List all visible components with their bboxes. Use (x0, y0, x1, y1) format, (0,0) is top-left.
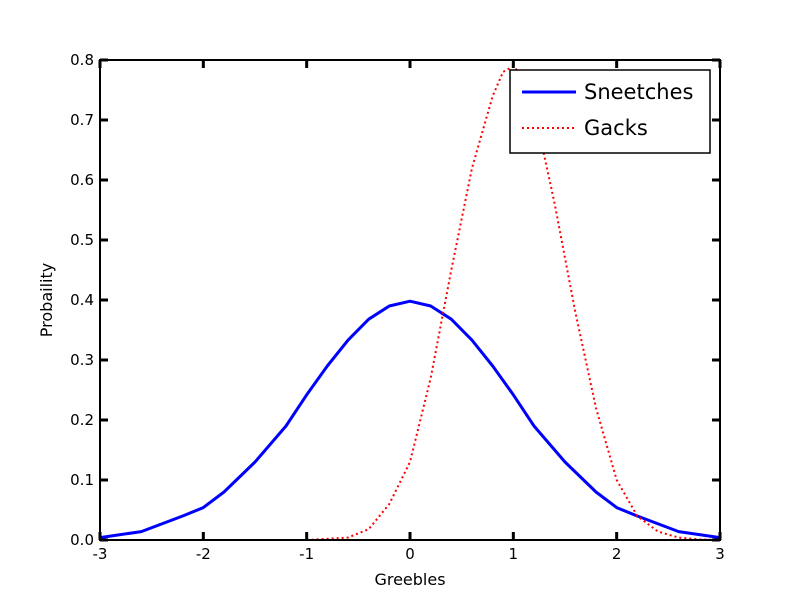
y-axis-title: Probaility (37, 263, 56, 337)
y-tick-label: 0.8 (70, 51, 94, 69)
legend-label-gacks: Gacks (584, 116, 648, 140)
y-axis: 0.0 0.1 0.2 0.3 0.4 0.5 0.6 0.7 0.8 (70, 51, 720, 549)
legend: Sneetches Gacks (509, 69, 711, 154)
y-tick-label: 0.0 (70, 531, 94, 549)
x-tick-label: 3 (715, 545, 725, 563)
x-tick-label: -2 (196, 545, 211, 563)
x-tick-label: 1 (509, 545, 519, 563)
x-tick-label: -3 (93, 545, 108, 563)
x-axis-title: Greebles (374, 570, 445, 589)
plot-lines (99, 65, 721, 541)
x-tick-label: 0 (405, 545, 415, 563)
x-axis: -3 -2 -1 0 1 2 3 (93, 60, 725, 563)
y-tick-label: 0.3 (70, 351, 94, 369)
y-tick-label: 0.2 (70, 411, 94, 429)
y-tick-label: 0.6 (70, 171, 94, 189)
y-tick-label: 0.1 (70, 471, 94, 489)
series-line-sneetches (99, 299, 721, 540)
legend-label-sneetches: Sneetches (584, 80, 693, 104)
x-tick-label: 2 (612, 545, 622, 563)
legend-box (509, 69, 711, 154)
y-tick-label: 0.5 (70, 231, 94, 249)
x-tick-label: -1 (299, 545, 314, 563)
y-tick-label: 0.4 (70, 291, 94, 309)
y-tick-label: 0.7 (70, 111, 94, 129)
